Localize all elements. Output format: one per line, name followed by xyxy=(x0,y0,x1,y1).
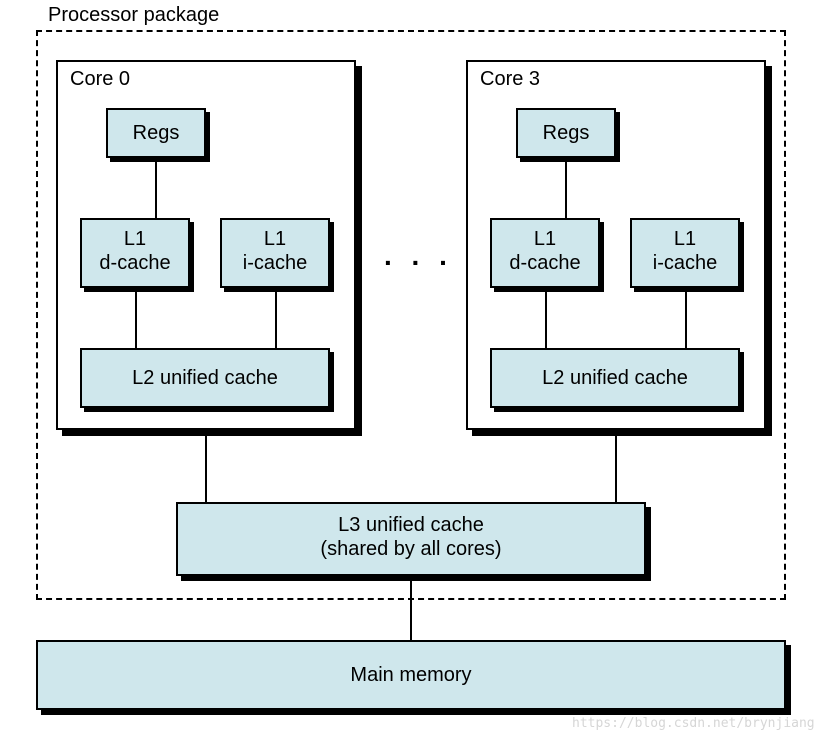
main-memory-label: Main memory xyxy=(36,664,786,687)
core1-l1d-label2: d-cache xyxy=(490,252,600,275)
core0-l1i-label1: L1 xyxy=(220,228,330,251)
core1-l2-label: L2 unified cache xyxy=(490,367,740,390)
core0-l1d-label1: L1 xyxy=(80,228,190,251)
diagram-canvas: Processor packageCore 0RegsL1d-cacheL1i-… xyxy=(0,0,822,736)
core0-line-l1i-l2-top xyxy=(275,288,277,348)
l3-label1: L3 unified cache xyxy=(176,514,646,537)
core0-line-l1d-l2-top xyxy=(135,288,137,348)
core1-l1i-label1: L1 xyxy=(630,228,740,251)
core0-l2-label: L2 unified cache xyxy=(80,367,330,390)
core1-l1d-label1: L1 xyxy=(490,228,600,251)
core0-l1d-label2: d-cache xyxy=(80,252,190,275)
line-l3-mem xyxy=(410,576,412,640)
core0-line-l2-l3 xyxy=(205,430,207,502)
core1-line-regs-l1d-top xyxy=(565,158,567,218)
core1-l1i-label2: i-cache xyxy=(630,252,740,275)
core0-regs-label: Regs xyxy=(106,122,206,145)
core1-title: Core 3 xyxy=(480,68,540,91)
core1-line-l1i-l2-top xyxy=(685,288,687,348)
l3-label2: (shared by all cores) xyxy=(176,538,646,561)
core0-title: Core 0 xyxy=(70,68,130,91)
cores-ellipsis: . . . xyxy=(384,240,453,272)
core1-line-l1d-l2-top xyxy=(545,288,547,348)
core0-line-regs-l1d-top xyxy=(155,158,157,218)
watermark-text: https://blog.csdn.net/brynjiang xyxy=(572,716,815,731)
core1-line-l2-l3 xyxy=(615,430,617,502)
core0-l1i-label2: i-cache xyxy=(220,252,330,275)
package-title: Processor package xyxy=(48,4,219,27)
core1-regs-label: Regs xyxy=(516,122,616,145)
